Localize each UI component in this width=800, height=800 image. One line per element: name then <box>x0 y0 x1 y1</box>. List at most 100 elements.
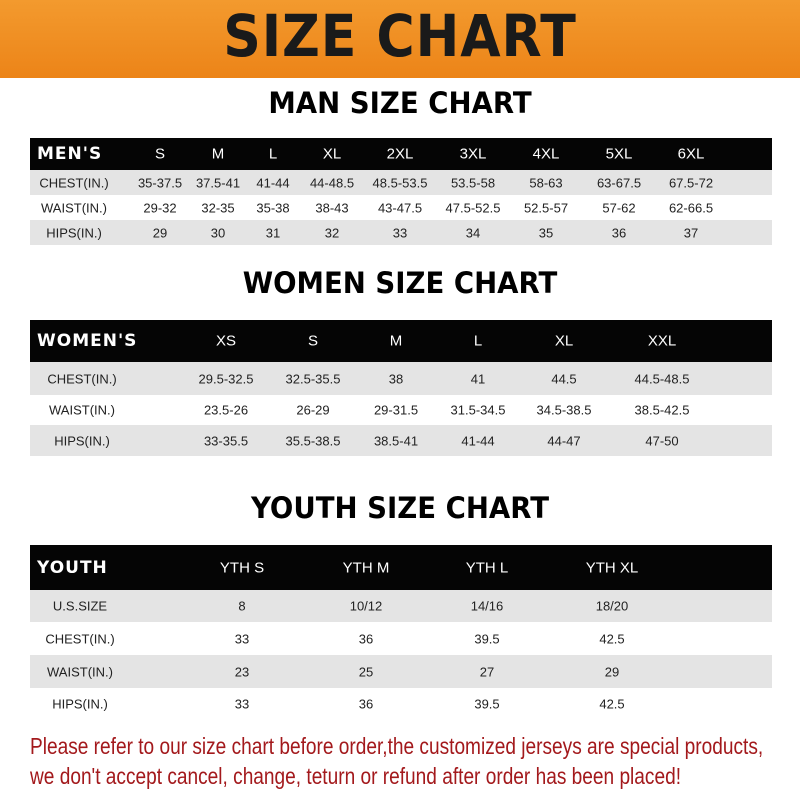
table-header-row: YOUTH YTH S YTH M YTH L YTH XL <box>30 545 772 590</box>
measurement-cell: 8 <box>238 598 246 614</box>
men-size-table: MEN'S S M L XL 2XL 3XL 4XL 5XL 6XL CHEST(IN.) 35-37… <box>30 138 772 245</box>
measurement-cell: 47.5-52.5 <box>445 200 501 215</box>
table-header-row: WOMEN'S XS S M L XL XXL <box>30 320 772 362</box>
measurement-cell: 42.5 <box>599 631 625 646</box>
measurement-cell: 27 <box>479 664 495 679</box>
table-row: U.S.SIZE 8 10/12 14/16 18/20 <box>30 590 772 622</box>
measurement-cell: 33 <box>234 631 250 646</box>
measurement-cell: 34 <box>465 225 481 240</box>
measurement-cell: 36 <box>358 631 374 646</box>
measurement-cell: 25 <box>358 664 374 679</box>
measurement-cell: 38 <box>388 371 404 386</box>
measurement-cell: 23 <box>234 664 250 679</box>
measurement-cell: 10/12 <box>349 598 383 614</box>
table-title-cell: MEN'S <box>37 144 103 164</box>
size-header-cell: XXL <box>647 332 677 350</box>
size-header-cell: XS <box>215 332 237 350</box>
size-header-cell: 5XL <box>605 145 633 163</box>
notice-line-2: we don't accept cancel, change, teturn o… <box>30 763 682 789</box>
measurement-cell: 35 <box>538 225 554 240</box>
measurement-cell: 33 <box>234 696 250 712</box>
table-row: HIPS(IN.) 33-35.5 35.5-38.5 38.5-41 41-44 44-… <box>30 425 772 456</box>
row-label: WAIST(IN.) <box>41 200 107 215</box>
table-row: HIPS(IN.) 33 36 39.5 42.5 <box>30 688 772 720</box>
measurement-cell: 32-35 <box>201 200 235 215</box>
banner-title: SIZE CHART <box>223 2 577 70</box>
measurement-cell: 29 <box>604 664 620 679</box>
size-header-cell: YTH L <box>465 559 509 576</box>
size-header-cell: XL <box>322 145 342 163</box>
measurement-cell: 38-43 <box>315 200 349 215</box>
measurement-cell: 31 <box>265 225 281 240</box>
women-section-title: WOMEN SIZE CHART <box>242 266 558 300</box>
measurement-cell: 42.5 <box>599 696 625 712</box>
size-header-cell: 6XL <box>677 145 705 163</box>
measurement-cell: 63-67.5 <box>596 175 642 190</box>
table-row: HIPS(IN.) 29 30 31 32 33 34 35 36 37 <box>30 220 772 245</box>
row-label: CHEST(IN.) <box>47 371 117 386</box>
measurement-cell: 38.5-41 <box>373 433 419 448</box>
size-header-cell: 2XL <box>386 145 414 163</box>
size-header-cell: XL <box>554 332 574 350</box>
measurement-cell: 36 <box>611 225 627 240</box>
size-header-cell: YTH XL <box>585 559 639 576</box>
table-title-cell: YOUTH <box>37 557 108 578</box>
measurement-cell: 44-48.5 <box>309 175 355 190</box>
measurement-cell: 33-35.5 <box>203 433 249 448</box>
row-label: WAIST(IN.) <box>47 664 113 679</box>
measurement-cell: 62-66.5 <box>668 200 714 215</box>
banner: SIZE CHART <box>0 0 800 78</box>
size-header-cell: M <box>389 332 403 350</box>
row-label: WAIST(IN.) <box>49 402 115 418</box>
youth-section-title: YOUTH SIZE CHART <box>250 491 550 525</box>
row-label: U.S.SIZE <box>52 598 108 614</box>
measurement-cell: 33 <box>392 225 408 240</box>
measurement-cell: 44-47 <box>547 433 581 448</box>
measurement-cell: 29 <box>152 225 168 240</box>
table-row: CHEST(IN.) 35-37.5 37.5-41 41-44 44-48.5 48.5… <box>30 170 772 195</box>
measurement-cell: 41-44 <box>256 175 290 190</box>
measurement-cell: 23.5-26 <box>203 402 249 418</box>
measurement-cell: 44.5-48.5 <box>634 371 690 386</box>
measurement-cell: 43-47.5 <box>377 200 423 215</box>
table-title-cell: WOMEN'S <box>37 331 138 351</box>
table-row: WAIST(IN.) 29-32 32-35 35-38 38-43 43-47.5 47.… <box>30 195 772 220</box>
table-row: WAIST(IN.) 23 25 27 29 <box>30 655 772 688</box>
measurement-cell: 36 <box>358 696 374 712</box>
size-header-cell: S <box>307 332 319 350</box>
measurement-cell: 35.5-38.5 <box>285 433 341 448</box>
measurement-cell: 14/16 <box>470 598 504 614</box>
size-header-cell: L <box>268 145 278 163</box>
measurement-cell: 48.5-53.5 <box>372 175 428 190</box>
row-label: HIPS(IN.) <box>46 225 102 240</box>
size-header-cell: 4XL <box>532 145 560 163</box>
notice-line-1: Please refer to our size chart before or… <box>30 733 764 759</box>
row-label: CHEST(IN.) <box>45 631 115 646</box>
measurement-cell: 47-50 <box>645 433 679 448</box>
measurement-cell: 31.5-34.5 <box>450 402 506 418</box>
measurement-cell: 41-44 <box>461 433 495 448</box>
measurement-cell: 38.5-42.5 <box>634 402 690 418</box>
measurement-cell: 57-62 <box>602 200 636 215</box>
row-label: HIPS(IN.) <box>52 696 108 712</box>
row-label: CHEST(IN.) <box>39 175 109 190</box>
size-header-cell: M <box>211 145 225 163</box>
size-header-cell: 3XL <box>459 145 487 163</box>
youth-size-table: YOUTH YTH S YTH M YTH L YTH XL U.S.SIZE 8 10/12… <box>30 545 772 720</box>
measurement-cell: 29-31.5 <box>373 402 419 418</box>
measurement-cell: 35-38 <box>256 200 290 215</box>
table-row: WAIST(IN.) 23.5-26 26-29 29-31.5 31.5-34.5 34… <box>30 395 772 425</box>
measurement-cell: 32.5-35.5 <box>285 371 341 386</box>
measurement-cell: 35-37.5 <box>137 175 183 190</box>
measurement-cell: 37 <box>683 225 699 240</box>
size-header-cell: YTH S <box>219 559 265 576</box>
measurement-cell: 53.5-58 <box>450 175 496 190</box>
measurement-cell: 67.5-72 <box>668 175 714 190</box>
measurement-cell: 32 <box>324 225 340 240</box>
table-row: CHEST(IN.) 29.5-32.5 32.5-35.5 38 41 44.5 44.5… <box>30 362 772 395</box>
women-size-table: WOMEN'S XS S M L XL XXL CHEST(IN.) 29.5-32.5 32.5… <box>30 320 772 456</box>
measurement-cell: 39.5 <box>474 631 500 646</box>
row-label: HIPS(IN.) <box>54 433 110 448</box>
measurement-cell: 29.5-32.5 <box>198 371 254 386</box>
measurement-cell: 44.5 <box>551 371 577 386</box>
